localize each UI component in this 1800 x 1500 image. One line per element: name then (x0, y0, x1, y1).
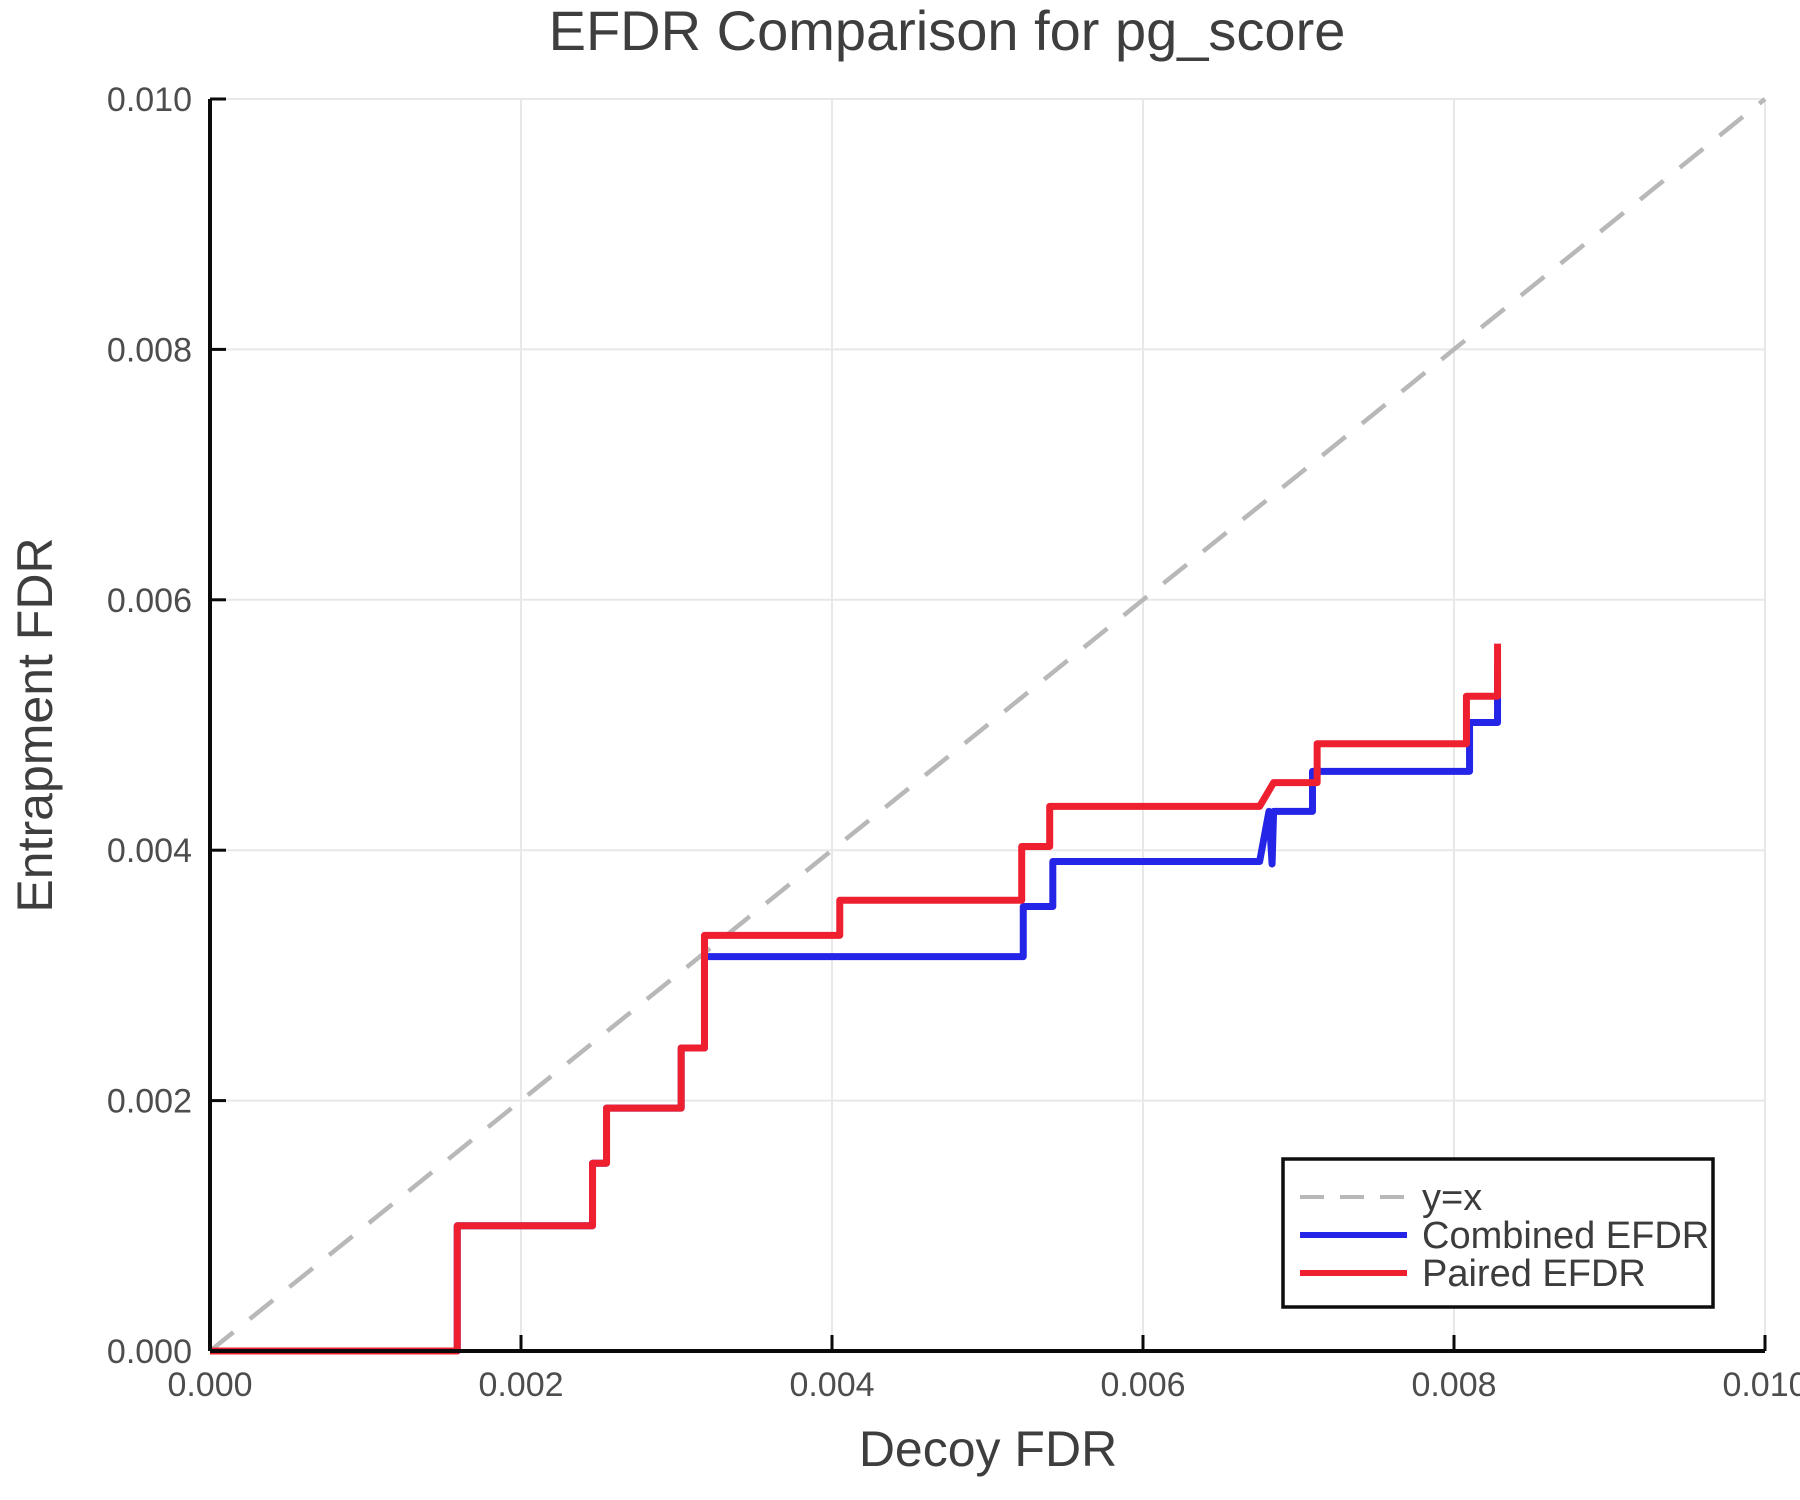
legend: y=x Combined EFDR Paired EFDR (1281, 1157, 1715, 1309)
y-tick-label: 0.010 (107, 81, 192, 119)
legend-label-identity: y=x (1422, 1177, 1482, 1219)
y-tick-label: 0.000 (107, 1333, 192, 1371)
y-axis-label: Entrapment FDR (7, 537, 63, 912)
series-y-x (208, 97, 1767, 1353)
x-axis-label: Decoy FDR (859, 1421, 1117, 1477)
x-tick-label: 0.004 (789, 1366, 874, 1404)
axis-layer (208, 97, 1767, 1353)
y-tick-label: 0.008 (107, 331, 192, 369)
x-tick-label: 0.006 (1100, 1366, 1185, 1404)
y-tick-label: 0.002 (107, 1083, 192, 1121)
x-tick-label: 0.008 (1411, 1366, 1496, 1404)
tick-label-layer: 0.000 0.002 0.004 0.006 0.008 0.010 0.000 0.002… (107, 81, 1800, 1404)
x-tick-label: 0.010 (1722, 1366, 1800, 1404)
legend-label-paired: Paired EFDR (1422, 1253, 1646, 1295)
legend-label-combined: Combined EFDR (1422, 1215, 1709, 1257)
x-tick-label: 0.000 (167, 1366, 252, 1404)
chart-title: EFDR Comparison for pg_score (549, 0, 1346, 62)
x-tick-label: 0.002 (478, 1366, 563, 1404)
y-tick-label: 0.004 (107, 832, 192, 870)
y-tick-label: 0.006 (107, 582, 192, 620)
series-layer (208, 97, 1767, 1355)
series-paired-efdr (210, 643, 1502, 1355)
